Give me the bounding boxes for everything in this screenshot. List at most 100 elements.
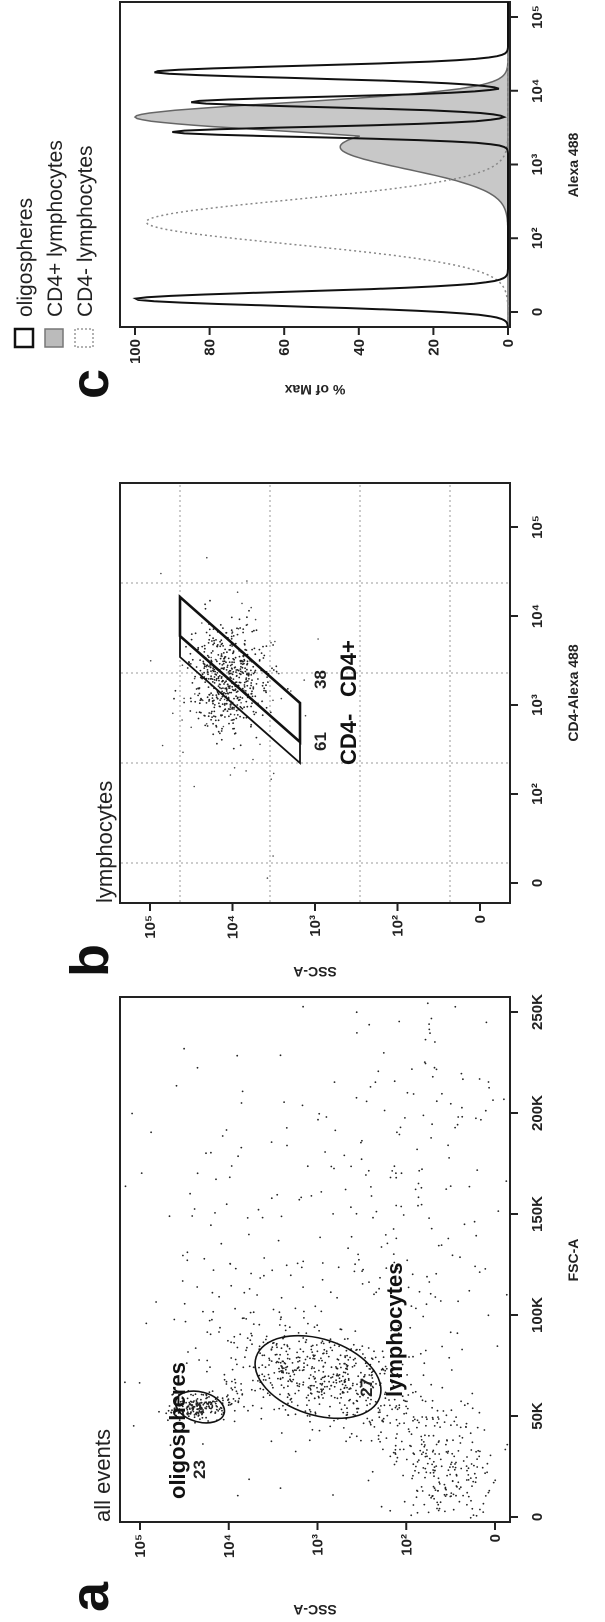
event-dot <box>272 644 275 646</box>
event-dot <box>329 1338 332 1341</box>
event-dot <box>441 1386 444 1389</box>
event-dot <box>433 1475 435 1478</box>
event-dot <box>338 1362 341 1365</box>
event-dot <box>398 1422 401 1425</box>
event-dot <box>322 1397 324 1399</box>
event-dot <box>181 1410 184 1413</box>
event-dot <box>402 1448 405 1451</box>
event-dot <box>211 681 214 683</box>
event-dot <box>311 1344 314 1347</box>
event-dot <box>424 1400 427 1403</box>
event-dot <box>277 1361 280 1364</box>
event-dot <box>419 1352 422 1355</box>
event-dot <box>446 1439 448 1441</box>
event-dot <box>205 1401 208 1404</box>
event-dot <box>272 1308 275 1311</box>
event-dot <box>453 1468 456 1471</box>
event-dot <box>321 1340 324 1343</box>
event-dot <box>280 1215 283 1218</box>
event-dot <box>229 713 232 716</box>
event-dot <box>300 1266 303 1269</box>
event-dot <box>210 670 212 672</box>
event-dot <box>428 1457 431 1460</box>
event-dot <box>240 1389 243 1391</box>
event-dot <box>225 1383 228 1385</box>
event-dot <box>405 1412 408 1415</box>
event-dot <box>296 1351 299 1354</box>
event-dot <box>349 1387 352 1390</box>
event-dot <box>275 665 278 668</box>
event-dot <box>251 1334 253 1337</box>
event-dot <box>406 1373 409 1376</box>
event-dot <box>383 1404 386 1407</box>
event-dot <box>345 1440 348 1443</box>
event-dot <box>389 1455 392 1458</box>
event-dot <box>225 631 228 634</box>
event-dot <box>321 1376 324 1379</box>
event-dot <box>383 1109 386 1112</box>
event-dot <box>361 1345 364 1347</box>
event-dot <box>360 1158 363 1161</box>
cd4-negative-percent: 61 <box>311 732 330 751</box>
event-dot <box>430 1227 433 1230</box>
event-dot <box>221 695 224 698</box>
event-dot <box>323 1380 326 1383</box>
event-dot <box>246 680 249 682</box>
event-dot <box>430 1496 433 1499</box>
event-dot <box>411 1068 413 1070</box>
event-dot <box>398 1133 401 1136</box>
legend-label-cd4-negative: CD4- lymphocytes <box>74 145 97 317</box>
event-dot <box>260 1407 263 1410</box>
event-dot <box>330 1366 333 1369</box>
panel-a-y-label: SSC-A <box>293 1602 337 1617</box>
event-dot <box>211 1404 214 1407</box>
event-dot <box>219 640 222 643</box>
event-dot <box>229 644 232 647</box>
event-dot <box>437 1244 440 1247</box>
event-dot <box>229 1262 232 1265</box>
event-dot <box>474 1481 477 1484</box>
event-dot <box>248 609 250 612</box>
event-dot <box>250 705 253 708</box>
event-dot <box>257 678 259 680</box>
event-dot <box>362 1387 365 1390</box>
event-dot <box>433 1066 436 1069</box>
event-dot <box>240 1102 243 1104</box>
event-dot <box>470 1463 473 1465</box>
event-dot <box>320 1378 323 1381</box>
panel-c-label: c <box>60 369 120 399</box>
event-dot <box>213 676 216 678</box>
event-dot <box>181 1409 183 1412</box>
event-dot <box>236 591 239 593</box>
event-dot <box>378 1287 381 1290</box>
event-dot <box>429 1471 432 1474</box>
event-dot <box>258 1366 260 1369</box>
event-dot <box>266 1392 269 1395</box>
event-dot <box>265 1338 267 1341</box>
event-dot <box>225 669 228 671</box>
y-tick-label: 10² <box>398 1534 415 1556</box>
x-tick-label: 0 <box>529 308 546 316</box>
event-dot <box>406 1091 409 1094</box>
event-dot <box>228 715 230 718</box>
event-dot <box>207 642 210 644</box>
event-dot <box>344 1188 347 1191</box>
event-dot <box>423 1362 426 1365</box>
event-dot <box>313 1367 316 1369</box>
event-dot <box>243 706 246 709</box>
event-dot <box>426 1462 429 1465</box>
event-dot <box>367 1479 370 1482</box>
event-dot <box>379 1411 381 1414</box>
event-dot <box>367 1347 370 1349</box>
event-dot <box>269 1381 272 1384</box>
event-dot <box>397 1324 400 1327</box>
event-dot <box>228 1401 231 1404</box>
event-dot <box>221 1397 224 1400</box>
event-dot <box>231 631 234 633</box>
event-dot <box>407 1394 410 1396</box>
event-dot <box>239 705 242 708</box>
event-dot <box>412 1355 414 1358</box>
event-dot <box>140 1172 143 1174</box>
event-dot <box>230 1387 233 1389</box>
event-dot <box>335 1379 338 1382</box>
